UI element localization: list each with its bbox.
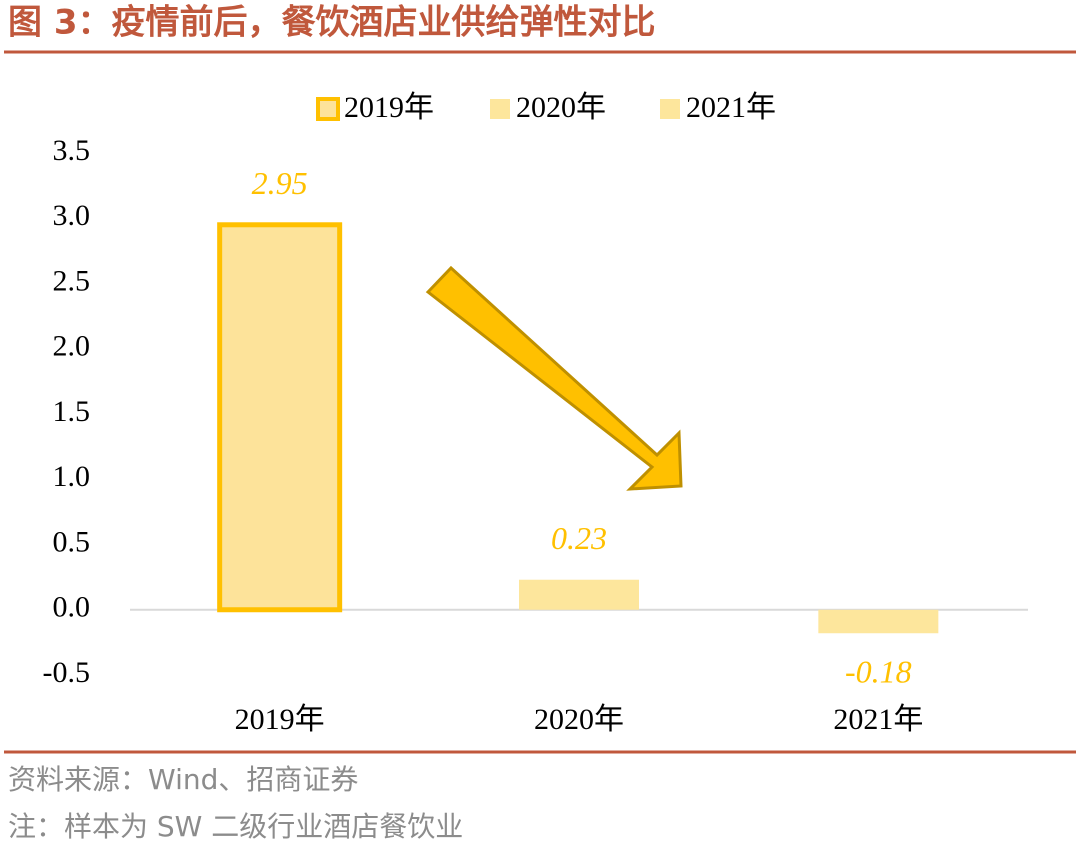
bar	[818, 609, 939, 634]
x-tick-label: 2020年	[534, 703, 624, 736]
y-tick-label: 0.5	[53, 525, 91, 558]
y-tick-label: 3.5	[53, 134, 91, 167]
value-label: -0.18	[845, 654, 912, 690]
legend-label: 2019年	[344, 91, 434, 124]
bar	[519, 579, 639, 610]
bar	[217, 222, 343, 613]
x-tick-label: 2021年	[833, 703, 923, 736]
y-tick-label: 1.0	[53, 460, 91, 493]
value-label: 2.95	[252, 165, 308, 201]
y-tick-label: 1.5	[53, 395, 91, 428]
legend-swatch	[316, 97, 340, 121]
y-tick-label: 2.0	[53, 330, 91, 363]
legend-label: 2020年	[516, 91, 606, 124]
legend-swatch	[660, 99, 680, 119]
y-tick-label: -0.5	[43, 656, 91, 689]
y-tick-label: 3.0	[53, 199, 91, 232]
y-tick-label: 2.5	[53, 264, 91, 297]
chart-title: 图 3：疫情前后，餐饮酒店业供给弹性对比	[8, 3, 656, 43]
note: 注：样本为 SW 二级行业酒店餐饮业	[8, 810, 463, 843]
legend-label: 2021年	[686, 91, 776, 124]
value-label: 0.23	[551, 520, 607, 556]
y-tick-label: 0.0	[53, 591, 91, 624]
x-tick-label: 2019年	[235, 703, 325, 736]
source: 资料来源：Wind、招商证券	[8, 763, 358, 796]
legend-swatch	[490, 99, 510, 119]
trend-arrow	[425, 265, 683, 491]
